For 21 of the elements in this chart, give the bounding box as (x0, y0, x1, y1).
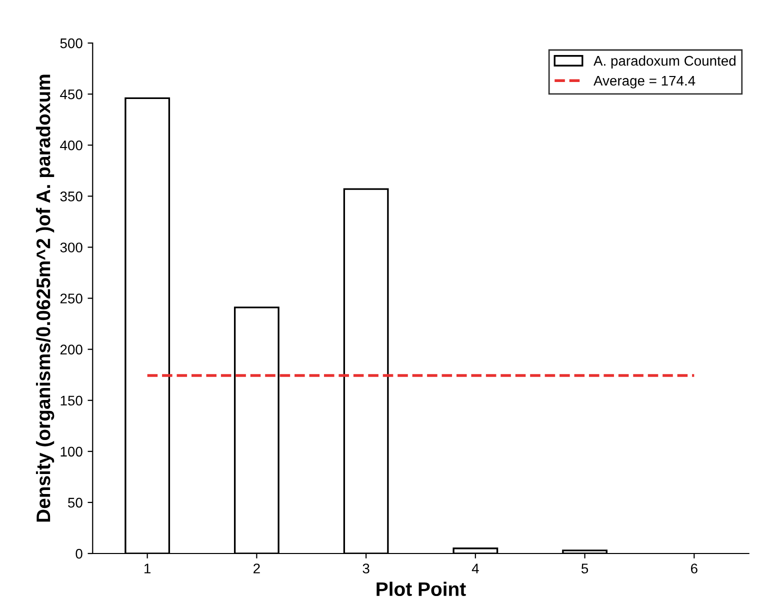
y-tick-label: 500 (60, 38, 82, 48)
y-tick-label: 100 (60, 446, 82, 457)
y-tick-label: 300 (60, 242, 82, 252)
x-tick-label: 5 (581, 564, 588, 574)
x-tick-label: 4 (472, 564, 479, 574)
y-tick-label: 50 (68, 498, 82, 508)
y-tick-label: 450 (60, 89, 82, 100)
x-tick-label: 6 (691, 564, 698, 574)
y-axis-title: Density (organisms/0.0625m^2 )of A. paradoxum (36, 74, 54, 522)
y-tick-label: 150 (60, 396, 82, 406)
y-tick-label: 350 (60, 192, 82, 202)
y-tick-label: 200 (60, 344, 82, 354)
legend-label: Average = 174.4 (594, 76, 696, 88)
y-tick-label: 250 (60, 294, 82, 304)
legend-label: A. paradoxum Counted (594, 56, 736, 68)
y-tick-label: 400 (60, 140, 82, 150)
x-tick-label: 3 (362, 564, 370, 574)
y-tick-label: 0 (76, 548, 82, 559)
x-tick-label: 2 (254, 564, 260, 574)
x-axis-title: Plot Point (376, 582, 466, 596)
x-tick-label: 1 (144, 564, 151, 574)
